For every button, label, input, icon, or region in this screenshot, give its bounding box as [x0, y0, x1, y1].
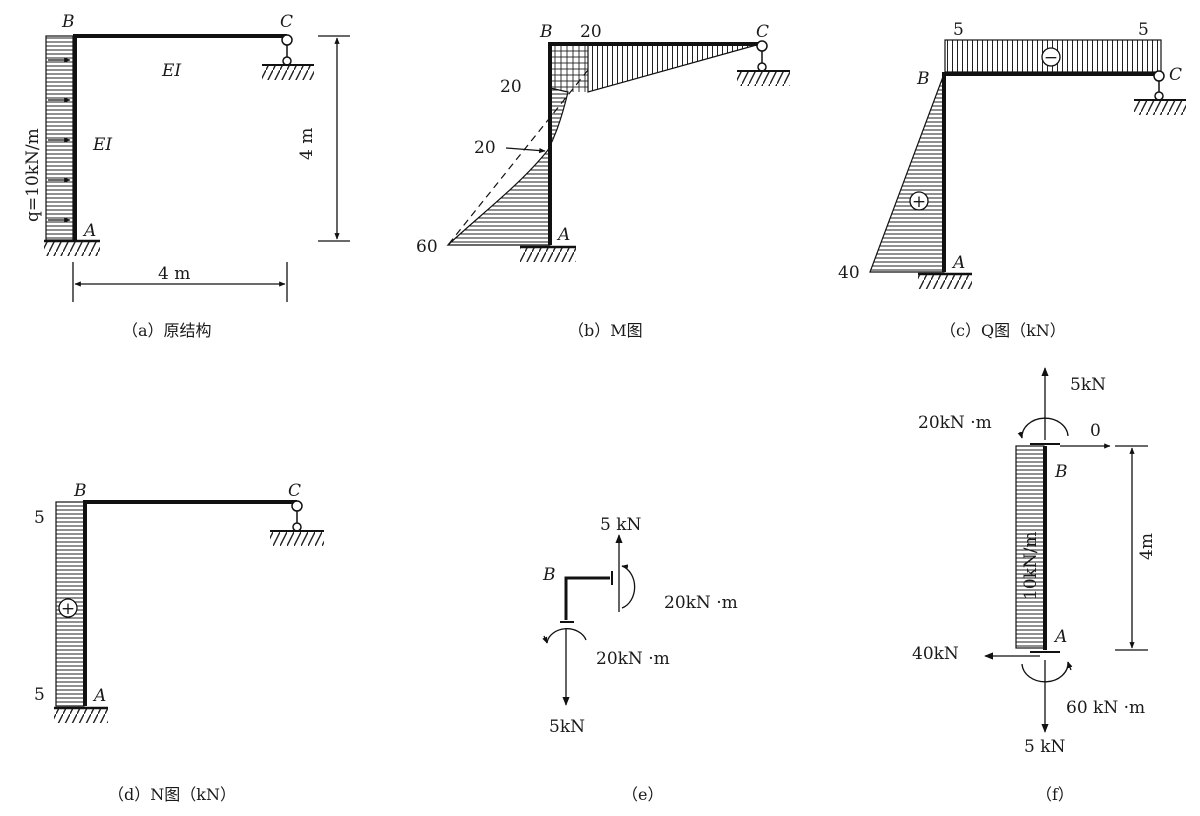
- moment-top-arrow: [1021, 417, 1069, 439]
- panel-f-column-free-body: 5kN 20kN ·m 0 B 10kN/m 4m A 40kN 60 kN ·…: [912, 367, 1157, 804]
- horizontal-top-label: 0: [1090, 421, 1101, 441]
- node-a-label: A: [556, 225, 570, 245]
- force-up-label: 5 kN: [600, 515, 642, 535]
- panel-b-moment-diagram: B 20 C 20 20 60 A （b）M图: [416, 22, 790, 340]
- node-b-label: B: [1054, 462, 1068, 482]
- force-down-label: 5kN: [549, 717, 585, 737]
- moment-area-top: [550, 44, 588, 92]
- minus-sign: [1041, 47, 1061, 67]
- moment-value-base: 60: [416, 237, 438, 257]
- moment-left-label: 20kN ·m: [596, 649, 670, 669]
- shear-value-left: 5: [953, 20, 964, 40]
- caption-c: （c）Q图（kN）: [940, 321, 1066, 340]
- node-a-label: A: [92, 686, 106, 706]
- shear-area-column: [869, 73, 945, 273]
- node-c-label: C: [756, 22, 769, 42]
- moment-area-beam: [587, 43, 761, 93]
- minus-sign-text: −: [1044, 48, 1058, 68]
- column-ei-label: EI: [92, 135, 112, 155]
- node-a-label: A: [1053, 627, 1067, 647]
- force-left-label: 40kN: [912, 644, 959, 664]
- pin-c-bottom: [282, 56, 292, 66]
- panel-d-axial-diagram: + B C 5 5 A （d）N图（kN）: [34, 481, 324, 804]
- shear-value-right: 5: [1138, 20, 1149, 40]
- node-b-label: B: [916, 69, 930, 89]
- axial-value-top: 5: [34, 508, 45, 528]
- node-c-label: C: [280, 12, 293, 32]
- moment-area-column: [446, 87, 569, 246]
- pin-c-top: [281, 34, 293, 46]
- distributed-load-block: [45, 35, 74, 241]
- node-b-label: B: [542, 565, 556, 585]
- caption-a: （a）原结构: [122, 321, 212, 340]
- node-b-label: B: [73, 481, 87, 501]
- moment-bottom-label: 60 kN ·m: [1066, 698, 1145, 718]
- moment-right-label: 20kN ·m: [664, 593, 738, 613]
- ground-hatch: [44, 242, 100, 256]
- caption-f: （f）: [1036, 785, 1074, 804]
- span-dimension-label: 4 m: [158, 264, 190, 284]
- moment-bottom-arrow: [1021, 661, 1069, 683]
- caption-b: （b）M图: [568, 321, 643, 340]
- load-arrows: [48, 57, 71, 223]
- moment-value-column-top: 20: [500, 77, 522, 97]
- load-label: 10kN/m: [1021, 531, 1041, 600]
- frame-member: [548, 42, 762, 245]
- frame-member: [83, 500, 297, 706]
- moment-arrow-right: [621, 565, 636, 609]
- frame-member: [942, 72, 1158, 272]
- plus-sign-text: +: [912, 192, 926, 212]
- plus-sign: [58, 598, 78, 618]
- panel-a-original-structure: B C A EI EI q=10kN/m 4 m 4 m （a）原结构: [23, 12, 350, 340]
- moment-value-beam: 20: [580, 22, 602, 42]
- joint-member: [564, 576, 610, 620]
- load-label: q=10kN/m: [23, 128, 43, 222]
- force-bottom-label: 5 kN: [1024, 737, 1066, 757]
- plus-sign-text: +: [61, 599, 75, 619]
- height-dimension-label: 4m: [1137, 533, 1157, 560]
- force-top-label: 5kN: [1070, 375, 1106, 395]
- moment-arrow-left: [546, 628, 587, 644]
- node-b-label: B: [539, 22, 553, 42]
- frame-member: [73, 34, 287, 240]
- distributed-load-block: [1015, 445, 1045, 649]
- moment-top-label: 20kN ·m: [918, 413, 992, 433]
- node-c-label: C: [1169, 65, 1182, 85]
- caption-e: （e）: [622, 785, 663, 804]
- panel-e-joint-free-body: B 5 kN 20kN ·m 20kN ·m 5kN （e）: [542, 515, 738, 804]
- dashed-reference-line: [447, 69, 589, 246]
- shear-value-base: 40: [838, 263, 860, 283]
- panel-c-shear-diagram: − + 5 5 B C 40 A （c）Q图（kN）: [838, 20, 1186, 340]
- node-a-label: A: [951, 253, 965, 273]
- height-dimension-label: 4 m: [297, 128, 317, 160]
- caption-d: （d）N图（kN）: [108, 785, 236, 804]
- beam-ei-label: EI: [161, 61, 181, 81]
- node-c-label: C: [288, 481, 301, 501]
- axial-value-bottom: 5: [34, 685, 45, 705]
- moment-value-column-mid: 20: [474, 138, 496, 158]
- node-b-label: B: [61, 12, 75, 32]
- node-a-label: A: [82, 221, 96, 241]
- plus-sign: [909, 191, 929, 211]
